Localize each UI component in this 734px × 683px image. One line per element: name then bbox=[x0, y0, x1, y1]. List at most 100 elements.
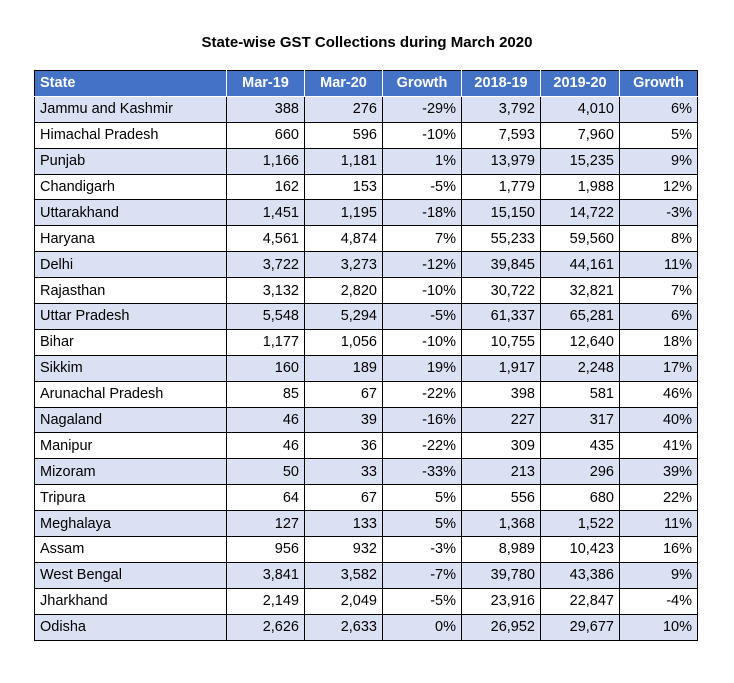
mar-19-cell: 1,451 bbox=[226, 199, 305, 227]
mar-20-cell: 1,181 bbox=[304, 147, 383, 175]
state-cell: Delhi bbox=[34, 251, 227, 279]
growth-annual-cell: 6% bbox=[619, 303, 698, 330]
fy-2019-20-cell: 32,821 bbox=[540, 277, 620, 305]
fy-2019-20-cell: 14,722 bbox=[540, 199, 620, 227]
state-cell: Odisha bbox=[34, 613, 227, 641]
header-mar-20: Mar-20 bbox=[304, 70, 383, 97]
mar-19-cell: 4,561 bbox=[226, 225, 305, 253]
state-cell: Uttarakhand bbox=[34, 199, 227, 227]
fy-2019-20-cell: 43,386 bbox=[540, 561, 620, 589]
gst-collections-table: State Mar-19 Mar-20 Growth 2018-19 2019-20 Gro… bbox=[34, 70, 698, 641]
mar-19-cell: 2,626 bbox=[226, 613, 305, 641]
fy-2018-19-cell: 3,792 bbox=[461, 95, 541, 123]
mar-20-cell: 2,049 bbox=[304, 587, 383, 615]
mar-19-cell: 46 bbox=[226, 406, 305, 434]
table-row: Delhi 3,722 3,273 -12% 39,845 44,161 11% bbox=[34, 251, 698, 279]
growth-monthly-cell: -12% bbox=[382, 251, 462, 279]
state-cell: Nagaland bbox=[34, 406, 227, 434]
growth-annual-cell: -4% bbox=[619, 587, 698, 615]
table-row: Jammu and Kashmir 388 276 -29% 3,792 4,010 6% bbox=[34, 95, 698, 123]
growth-monthly-cell: -29% bbox=[382, 95, 462, 123]
fy-2019-20-cell: 317 bbox=[540, 406, 620, 434]
mar-19-cell: 127 bbox=[226, 510, 305, 538]
table-row: Haryana 4,561 4,874 7% 55,233 59,560 8% bbox=[34, 225, 698, 253]
mar-20-cell: 36 bbox=[304, 432, 383, 460]
state-cell: Haryana bbox=[34, 225, 227, 253]
state-cell: Mizoram bbox=[34, 458, 227, 486]
fy-2018-19-cell: 15,150 bbox=[461, 199, 541, 227]
growth-annual-cell: 5% bbox=[619, 121, 698, 149]
table-row: Uttarakhand 1,451 1,195 -18% 15,150 14,722 -3% bbox=[34, 199, 698, 227]
state-cell: Himachal Pradesh bbox=[34, 121, 227, 149]
table-row: West Bengal 3,841 3,582 -7% 39,780 43,386 9% bbox=[34, 561, 698, 589]
header-2019-20: 2019-20 bbox=[540, 70, 620, 97]
table-row: Arunachal Pradesh 85 67 -22% 398 581 46% bbox=[34, 380, 698, 408]
mar-20-cell: 189 bbox=[304, 354, 383, 382]
fy-2018-19-cell: 13,979 bbox=[461, 147, 541, 175]
fy-2018-19-cell: 309 bbox=[461, 432, 541, 460]
table-title: State-wise GST Collections during March … bbox=[201, 34, 533, 51]
growth-monthly-cell: -22% bbox=[382, 432, 462, 460]
state-cell: Rajasthan bbox=[34, 277, 227, 305]
mar-19-cell: 2,149 bbox=[226, 587, 305, 615]
table-row: Assam 956 932 -3% 8,989 10,423 16% bbox=[34, 536, 698, 563]
growth-annual-cell: 9% bbox=[619, 147, 698, 175]
growth-annual-cell: 6% bbox=[619, 95, 698, 123]
fy-2019-20-cell: 435 bbox=[540, 432, 620, 460]
mar-20-cell: 2,633 bbox=[304, 613, 383, 641]
fy-2018-19-cell: 55,233 bbox=[461, 225, 541, 253]
growth-annual-cell: 9% bbox=[619, 561, 698, 589]
mar-20-cell: 153 bbox=[304, 173, 383, 201]
table-row: Bihar 1,177 1,056 -10% 10,755 12,640 18% bbox=[34, 328, 698, 356]
growth-annual-cell: 11% bbox=[619, 510, 698, 538]
fy-2019-20-cell: 15,235 bbox=[540, 147, 620, 175]
state-cell: Arunachal Pradesh bbox=[34, 380, 227, 408]
state-cell: Jammu and Kashmir bbox=[34, 95, 227, 123]
mar-19-cell: 1,166 bbox=[226, 147, 305, 175]
table-row: Meghalaya 127 133 5% 1,368 1,522 11% bbox=[34, 510, 698, 538]
growth-annual-cell: 10% bbox=[619, 613, 698, 641]
fy-2019-20-cell: 22,847 bbox=[540, 587, 620, 615]
mar-19-cell: 660 bbox=[226, 121, 305, 149]
growth-monthly-cell: 5% bbox=[382, 510, 462, 538]
mar-19-cell: 160 bbox=[226, 354, 305, 382]
mar-20-cell: 5,294 bbox=[304, 303, 383, 330]
growth-monthly-cell: -10% bbox=[382, 328, 462, 356]
state-cell: Jharkhand bbox=[34, 587, 227, 615]
state-cell: Chandigarh bbox=[34, 173, 227, 201]
mar-20-cell: 67 bbox=[304, 484, 383, 512]
growth-monthly-cell: -7% bbox=[382, 561, 462, 589]
fy-2018-19-cell: 398 bbox=[461, 380, 541, 408]
state-cell: Punjab bbox=[34, 147, 227, 175]
mar-19-cell: 5,548 bbox=[226, 303, 305, 330]
growth-monthly-cell: -22% bbox=[382, 380, 462, 408]
growth-annual-cell: 22% bbox=[619, 484, 698, 512]
state-cell: Assam bbox=[34, 536, 227, 563]
mar-20-cell: 596 bbox=[304, 121, 383, 149]
growth-annual-cell: 16% bbox=[619, 536, 698, 563]
mar-19-cell: 388 bbox=[226, 95, 305, 123]
header-2018-19: 2018-19 bbox=[461, 70, 541, 97]
mar-20-cell: 1,056 bbox=[304, 328, 383, 356]
state-cell: Sikkim bbox=[34, 354, 227, 382]
growth-monthly-cell: -18% bbox=[382, 199, 462, 227]
growth-monthly-cell: -10% bbox=[382, 121, 462, 149]
fy-2018-19-cell: 1,779 bbox=[461, 173, 541, 201]
mar-20-cell: 276 bbox=[304, 95, 383, 123]
fy-2019-20-cell: 65,281 bbox=[540, 303, 620, 330]
growth-annual-cell: 11% bbox=[619, 251, 698, 279]
growth-annual-cell: -3% bbox=[619, 199, 698, 227]
state-cell: Bihar bbox=[34, 328, 227, 356]
growth-monthly-cell: -10% bbox=[382, 277, 462, 305]
state-cell: Meghalaya bbox=[34, 510, 227, 538]
mar-20-cell: 1,195 bbox=[304, 199, 383, 227]
mar-19-cell: 956 bbox=[226, 536, 305, 563]
table-row: Odisha 2,626 2,633 0% 26,952 29,677 10% bbox=[34, 613, 698, 641]
fy-2018-19-cell: 39,780 bbox=[461, 561, 541, 589]
table-row: Himachal Pradesh 660 596 -10% 7,593 7,960 5% bbox=[34, 121, 698, 149]
table-body: Jammu and Kashmir 388 276 -29% 3,792 4,010 6% H… bbox=[34, 95, 698, 641]
header-mar-19: Mar-19 bbox=[226, 70, 305, 97]
mar-20-cell: 3,582 bbox=[304, 561, 383, 589]
mar-20-cell: 4,874 bbox=[304, 225, 383, 253]
growth-monthly-cell: 1% bbox=[382, 147, 462, 175]
